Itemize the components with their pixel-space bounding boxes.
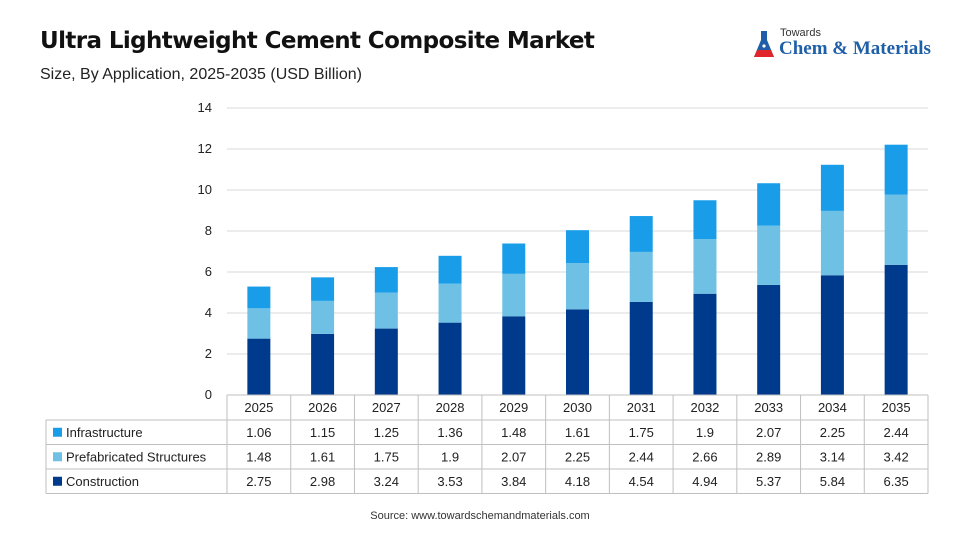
bar-segment (566, 263, 589, 310)
x-category-label: 2029 (499, 400, 528, 415)
table-value: 2.07 (756, 425, 781, 440)
table-value: 1.61 (310, 449, 335, 464)
bar-segment (884, 264, 908, 395)
table-value: 2.89 (756, 449, 781, 464)
table-value: 5.37 (756, 474, 781, 489)
table-value: 6.35 (883, 474, 908, 489)
brand-logo: Towards Chem & Materials (752, 26, 942, 66)
legend-label: Construction (66, 474, 139, 489)
table-value: 1.06 (246, 425, 271, 440)
bar-segment (757, 284, 781, 395)
x-category-label: 2027 (372, 400, 401, 415)
legend-swatch (53, 427, 62, 437)
chart-title: Ultra Lightweight Cement Composite Marke… (40, 28, 595, 54)
x-category-label: 2026 (308, 400, 337, 415)
table-value: 1.15 (310, 425, 335, 440)
bar-segment (820, 164, 844, 211)
bar-segment (502, 273, 526, 317)
bar-segment (247, 308, 271, 339)
flask-icon (754, 31, 774, 57)
chart-subtitle: Size, By Application, 2025-2035 (USD Bil… (40, 66, 362, 83)
legend-label: Prefabricated Structures (66, 449, 207, 464)
legend-label: Infrastructure (66, 425, 143, 440)
bar-segment (693, 239, 717, 294)
table-value: 3.53 (437, 474, 462, 489)
table-value: 3.24 (374, 474, 399, 489)
legend-swatch (53, 452, 62, 462)
table-value: 2.44 (629, 449, 654, 464)
table-value: 1.25 (374, 425, 399, 440)
bar-segment (629, 216, 653, 252)
x-category-label: 2033 (754, 400, 783, 415)
bar-segment (247, 338, 271, 395)
bar-segment (820, 275, 844, 395)
bar-segment (502, 243, 526, 274)
bar-segment (566, 230, 589, 264)
table-value: 5.84 (820, 474, 845, 489)
bar-segment (820, 210, 844, 276)
bar-segment (757, 183, 781, 226)
y-tick-label: 12 (198, 141, 212, 156)
source-note: Source: www.towardschemandmaterials.com (370, 510, 590, 522)
bar-segment (374, 292, 398, 329)
bar-segment (884, 144, 908, 195)
y-tick-label: 0 (205, 387, 212, 402)
table-value: 4.94 (692, 474, 717, 489)
table-value: 2.07 (501, 449, 526, 464)
table-value: 3.42 (883, 449, 908, 464)
table-value: 1.48 (246, 449, 271, 464)
bar-segment (757, 225, 781, 285)
bar-segment (247, 286, 271, 309)
y-tick-label: 2 (205, 346, 212, 361)
bar-segment (693, 293, 717, 395)
logo-brand-text: Chem & Materials (779, 38, 931, 59)
y-tick-label: 8 (205, 223, 212, 238)
bar-segment (374, 267, 398, 293)
x-category-label: 2028 (436, 400, 465, 415)
table-value: 4.18 (565, 474, 590, 489)
bar-segment (884, 194, 908, 265)
bar-segment (311, 300, 335, 334)
x-category-label: 2034 (818, 400, 847, 415)
bar-segment (311, 277, 335, 301)
bar-segment (438, 283, 462, 323)
x-category-label: 2031 (627, 400, 656, 415)
table-value: 1.75 (374, 449, 399, 464)
x-category-label: 2030 (563, 400, 592, 415)
table-value: 2.98 (310, 474, 335, 489)
bar-segment (693, 200, 717, 240)
table-value: 1.9 (441, 449, 459, 464)
table-value: 1.9 (696, 425, 714, 440)
table-value: 2.44 (883, 425, 908, 440)
bar-segment (629, 251, 653, 302)
y-tick-label: 10 (198, 182, 212, 197)
x-category-label: 2025 (244, 400, 273, 415)
table-value: 2.25 (820, 425, 845, 440)
bar-segment (374, 328, 398, 395)
table-value: 2.25 (565, 449, 590, 464)
y-tick-label: 14 (198, 100, 212, 115)
table-value: 2.75 (246, 474, 271, 489)
table-value: 2.66 (692, 449, 717, 464)
y-tick-label: 6 (205, 264, 212, 279)
bar-segment (438, 255, 462, 284)
table-value: 1.61 (565, 425, 590, 440)
x-category-label: 2035 (882, 400, 911, 415)
bar-segment (502, 316, 526, 395)
table-value: 1.48 (501, 425, 526, 440)
table-value: 1.75 (629, 425, 654, 440)
bar-segment (438, 322, 462, 395)
table-value: 3.14 (820, 449, 845, 464)
y-tick-label: 4 (205, 305, 212, 320)
x-category-label: 2032 (690, 400, 719, 415)
legend-swatch (53, 476, 62, 486)
table-value: 3.84 (501, 474, 526, 489)
bar-segment (311, 333, 335, 395)
table-value: 1.36 (437, 425, 462, 440)
bar-segment (629, 301, 653, 395)
table-value: 4.54 (629, 474, 654, 489)
logo-towards-text: Towards (780, 27, 821, 39)
bar-segment (566, 309, 589, 395)
